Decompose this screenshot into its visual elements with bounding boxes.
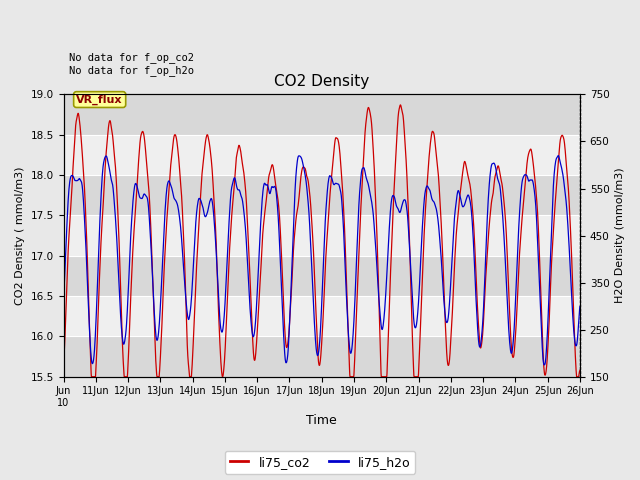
Text: No data for f_op_co2
No data for f_op_h2o: No data for f_op_co2 No data for f_op_h2…: [68, 52, 194, 75]
Bar: [63, 296, 580, 336]
Bar: [63, 216, 580, 256]
Bar: [63, 135, 580, 175]
Legend: li75_co2, li75_h2o: li75_co2, li75_h2o: [225, 451, 415, 474]
Y-axis label: H2O Density (mmol/m3): H2O Density (mmol/m3): [615, 168, 625, 303]
Y-axis label: CO2 Density ( mmol/m3): CO2 Density ( mmol/m3): [15, 167, 25, 305]
X-axis label: Time: Time: [307, 414, 337, 427]
Text: VR_flux: VR_flux: [76, 95, 123, 105]
Title: CO2 Density: CO2 Density: [274, 74, 369, 89]
